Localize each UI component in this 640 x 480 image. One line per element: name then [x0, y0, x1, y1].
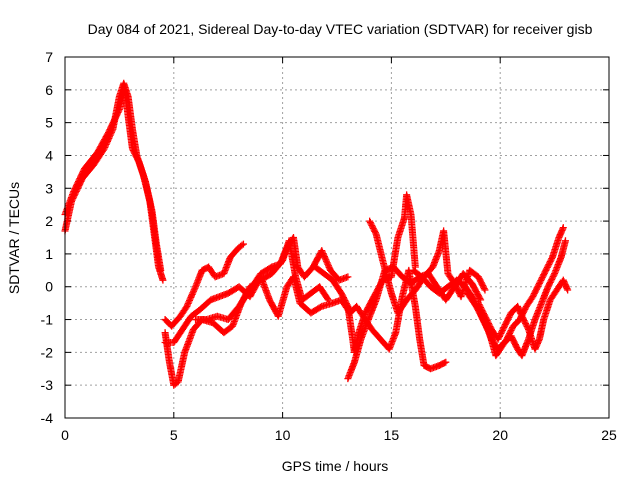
x-tick-label: 20 — [492, 427, 508, 443]
x-tick-label: 0 — [61, 427, 69, 443]
series-arc-13 — [474, 276, 572, 353]
series-arc-2 — [61, 86, 165, 274]
data-layer — [61, 79, 572, 389]
plot-frame — [64, 56, 610, 419]
data-point-marker — [319, 250, 327, 258]
data-point-marker — [324, 260, 332, 268]
y-tick-label: 2 — [45, 213, 53, 229]
data-point-marker — [189, 289, 197, 297]
y-tick-label: 7 — [45, 49, 53, 65]
y-tick-label: 0 — [45, 279, 53, 295]
x-tick-label: 5 — [170, 427, 178, 443]
data-point-marker — [188, 290, 196, 298]
data-point-marker — [320, 251, 328, 259]
y-tick-label: -1 — [41, 312, 54, 328]
data-point-marker — [187, 293, 195, 301]
data-point-marker — [239, 240, 247, 248]
data-point-marker — [561, 237, 569, 245]
series-arc-10 — [366, 217, 489, 317]
data-point-marker — [191, 284, 199, 292]
series-arc-5 — [161, 273, 354, 347]
y-tick-label: 3 — [45, 180, 53, 196]
data-point-marker — [481, 286, 489, 294]
y-axis-label: SDTVAR / TECUs — [6, 182, 22, 294]
grid-layer — [65, 57, 609, 418]
series-arc-6 — [192, 234, 352, 324]
data-point-marker — [480, 285, 488, 293]
data-point-marker — [186, 295, 194, 303]
data-point-marker — [322, 256, 330, 264]
y-tick-label: 4 — [45, 147, 53, 163]
data-point-marker — [184, 301, 192, 309]
y-tick-label: 5 — [45, 115, 53, 131]
y-tick-label: -3 — [41, 377, 54, 393]
data-point-marker — [371, 229, 379, 237]
data-point-marker — [190, 286, 198, 294]
data-point-marker — [564, 286, 572, 294]
x-axis-label: GPS time / hours — [282, 458, 389, 474]
data-point-marker — [188, 292, 196, 300]
x-tick-label: 15 — [384, 427, 400, 443]
tick-layer: 0 5 10 15 20 25 -4 -3 -2 -1 0 1 2 3 4 5 6 7 — [41, 49, 617, 443]
x-tick-label: 25 — [601, 427, 617, 443]
data-point-marker — [323, 295, 331, 303]
data-point-marker — [323, 259, 331, 267]
y-tick-label: -2 — [41, 344, 54, 360]
data-point-marker — [185, 298, 193, 306]
data-point-marker — [476, 294, 484, 302]
data-point-marker — [320, 253, 328, 261]
x-tick-label: 10 — [275, 427, 291, 443]
data-point-marker — [344, 273, 352, 281]
y-tick-label: -4 — [41, 410, 54, 426]
chart-title: Day 084 of 2021, Sidereal Day-to-day VTE… — [88, 21, 593, 37]
data-point-marker — [442, 358, 450, 366]
data-point-marker — [322, 257, 330, 265]
data-point-marker — [324, 262, 332, 270]
data-point-marker — [318, 248, 326, 256]
data-point-marker — [159, 276, 167, 284]
data-point-marker — [559, 224, 567, 232]
y-tick-label: 1 — [45, 246, 53, 262]
data-point-marker — [190, 287, 198, 295]
data-point-marker — [183, 302, 191, 310]
data-point-marker — [318, 247, 326, 255]
data-point-marker — [238, 241, 246, 249]
data-point-marker — [321, 254, 329, 262]
data-point-marker — [325, 263, 333, 271]
data-point-marker — [186, 296, 194, 304]
y-tick-label: 6 — [45, 82, 53, 98]
data-point-marker — [440, 359, 448, 367]
series-arc-4 — [161, 240, 247, 330]
data-point-marker — [157, 266, 165, 274]
data-point-marker — [184, 299, 192, 307]
